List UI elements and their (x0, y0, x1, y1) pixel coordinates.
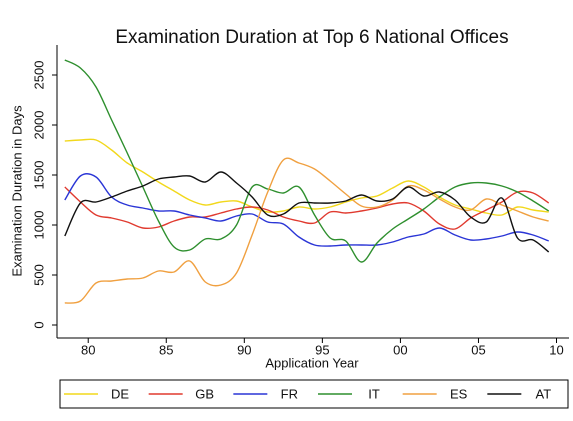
series-line (64, 171, 550, 253)
series-line (64, 59, 550, 263)
x-tick-label: 10 (549, 342, 563, 357)
chart-title: Examination Duration at Top 6 National O… (115, 27, 508, 48)
y-axis-label: Examination Duration in Days (9, 105, 24, 277)
x-axis-label: Application Year (265, 355, 359, 370)
x-tick-label: 00 (393, 342, 407, 357)
y-tick-label: 1500 (31, 161, 46, 190)
y-tick-label: 2500 (31, 61, 46, 90)
x-tick-label: 85 (159, 342, 173, 357)
x-tick-label: 90 (237, 342, 251, 357)
x-tick-label: 95 (315, 342, 329, 357)
x-tick-label: 05 (471, 342, 485, 357)
legend-label: ES (450, 386, 468, 401)
legend-label: FR (281, 386, 298, 401)
series-line (64, 157, 549, 304)
x-tick-label: 80 (81, 342, 95, 357)
y-tick-label: 2000 (31, 111, 46, 140)
y-tick-label: 0 (31, 321, 46, 328)
y-tick-label: 500 (31, 264, 46, 286)
series-line (64, 138, 549, 216)
series-line (64, 173, 549, 247)
series-line (64, 186, 550, 230)
legend-label: AT (536, 386, 552, 401)
legend-label: DE (111, 386, 129, 401)
legend-label: IT (368, 386, 380, 401)
legend-label: GB (195, 386, 214, 401)
y-tick-label: 1000 (31, 211, 46, 240)
legend (59, 379, 569, 409)
